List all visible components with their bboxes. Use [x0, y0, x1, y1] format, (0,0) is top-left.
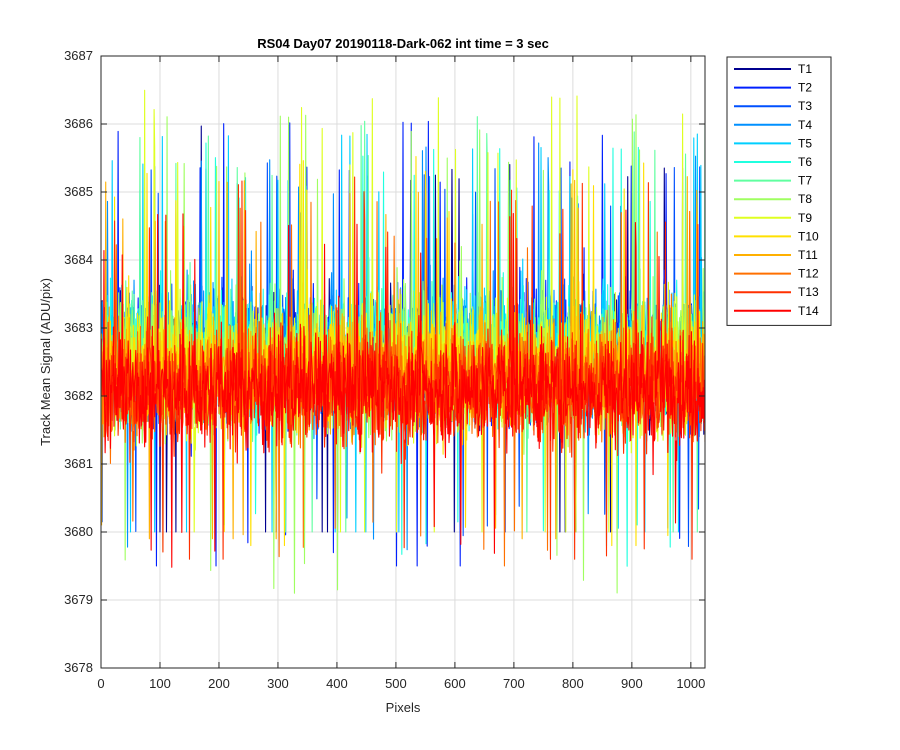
legend-label-t9: T9 — [798, 211, 812, 225]
series-group — [101, 89, 705, 594]
x-tick-label: 800 — [562, 676, 584, 691]
legend-label-t12: T12 — [798, 267, 819, 281]
y-tick-label: 3684 — [64, 252, 93, 267]
y-tick-label: 3687 — [64, 48, 93, 63]
x-tick-label: 600 — [444, 676, 466, 691]
y-tick-label: 3686 — [64, 116, 93, 131]
legend-label-t1: T1 — [798, 62, 812, 76]
y-tick-label: 3682 — [64, 388, 93, 403]
legend-label-t6: T6 — [798, 155, 812, 169]
legend: T1 T2 T3 T4 T5 T6 T7 T8 T9 T10 T11 T12 T13 T14 — [726, 56, 832, 326]
y-tick-label: 3681 — [64, 456, 93, 471]
legend-label-t8: T8 — [798, 192, 812, 206]
series-line-t14 — [101, 209, 705, 568]
x-tick-label: 300 — [267, 676, 289, 691]
legend-label-t4: T4 — [798, 118, 812, 132]
legend-label-t14: T14 — [798, 304, 819, 318]
x-tick-label: 400 — [326, 676, 348, 691]
legend-box — [726, 56, 832, 326]
x-tick-label: 0 — [97, 676, 104, 691]
y-tick-label: 3680 — [64, 524, 93, 539]
x-tick-label: 1000 — [676, 676, 705, 691]
legend-label-t2: T2 — [798, 81, 812, 95]
axis-ticks: 0 100 200 300 400 500 600 700 800 900 1000 3678 3679… — [64, 48, 705, 691]
legend-label-t7: T7 — [798, 174, 812, 188]
y-tick-label: 3679 — [64, 592, 93, 607]
y-tick-label: 3678 — [64, 660, 93, 675]
y-tick-label: 3685 — [64, 184, 93, 199]
x-axis-label: Pixels — [386, 700, 421, 715]
x-tick-label: 500 — [385, 676, 407, 691]
legend-label-t3: T3 — [798, 99, 812, 113]
y-tick-label: 3683 — [64, 320, 93, 335]
chart-title: RS04 Day07 20190118-Dark-062 int time = … — [257, 36, 549, 51]
x-tick-label: 900 — [621, 676, 643, 691]
x-tick-label: 100 — [149, 676, 171, 691]
y-axis-label: Track Mean Signal (ADU/pix) — [38, 278, 53, 446]
plot-frame — [100, 55, 706, 669]
legend-label-t5: T5 — [798, 136, 812, 150]
x-tick-label: 700 — [503, 676, 525, 691]
legend-label-t11: T11 — [798, 248, 818, 262]
legend-label-t13: T13 — [798, 285, 819, 299]
x-tick-label: 200 — [208, 676, 230, 691]
legend-label-t10: T10 — [798, 229, 819, 243]
